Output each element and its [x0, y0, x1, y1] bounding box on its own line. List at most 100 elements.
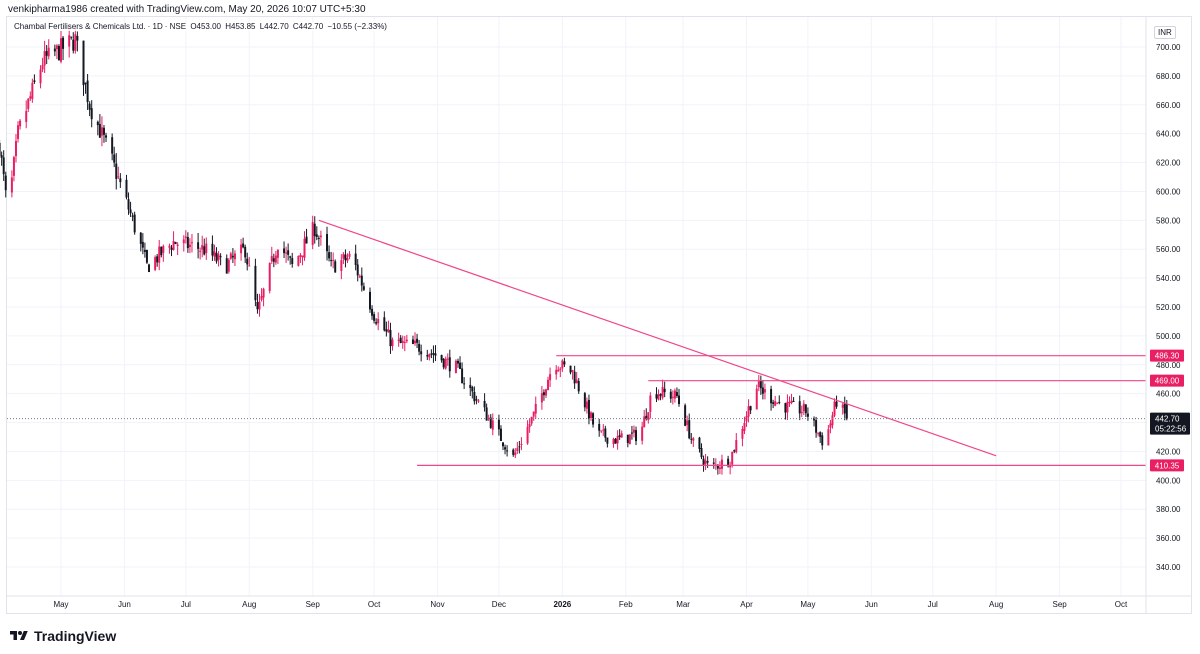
candle-body: [635, 430, 638, 442]
candle-body: [547, 379, 550, 391]
candle-body: [86, 80, 89, 103]
last-price-tag: [1150, 412, 1190, 435]
candle-body: [506, 450, 509, 452]
candle-body: [569, 365, 572, 373]
candle-body: [172, 240, 175, 250]
candle-body: [68, 35, 71, 47]
symbol-legend[interactable]: Chambal Fertilisers & Chemicals Ltd. · 1D…: [12, 22, 391, 31]
candle-body: [448, 357, 451, 372]
candle-body: [774, 401, 777, 406]
candle-body: [469, 384, 472, 388]
candle-body: [84, 82, 87, 84]
candle-body: [391, 339, 394, 346]
candle-body: [606, 437, 609, 444]
legend-symbol: Chambal Fertilisers & Chemicals Ltd.: [14, 22, 146, 31]
price-axis: 700.00 680.00 660.00 640.00 620.00 600.00 580.…: [1145, 17, 1181, 613]
candle-body: [675, 392, 678, 396]
candle-body: [176, 244, 179, 247]
candle-body: [690, 438, 693, 440]
candle-body: [477, 400, 480, 402]
candle-body: [827, 429, 830, 446]
candle-body: [57, 46, 60, 60]
legend-open: O453.00: [190, 22, 222, 31]
candle-body: [411, 339, 414, 344]
candle-body: [432, 353, 435, 355]
time-axis: May Jun Jul Aug Sep Oct Nov Dec 2026 Feb Mar Apr May…: [7, 595, 1191, 609]
candle-body: [673, 390, 676, 399]
candle-body: [39, 69, 42, 84]
candle-body: [561, 360, 564, 369]
candle-body: [297, 256, 300, 266]
candle-body: [747, 406, 750, 417]
candle-body: [806, 413, 809, 417]
candle-body: [31, 82, 34, 99]
candle-body: [700, 447, 703, 458]
candle-body: [14, 141, 17, 157]
currency-badge[interactable]: INR: [1154, 26, 1176, 39]
drawings: [7, 219, 1146, 466]
candle-body: [843, 403, 846, 414]
candle-body: [43, 51, 46, 66]
candle-body: [354, 253, 357, 265]
candle-body: [299, 254, 302, 257]
y-tick-label: 460.00: [1156, 390, 1181, 399]
candle-body: [817, 433, 820, 435]
candle-body: [518, 446, 521, 448]
candle-body: [520, 444, 523, 446]
y-tick-label: 400.00: [1156, 476, 1181, 485]
candle-body: [456, 360, 459, 364]
candle-body: [497, 419, 500, 430]
candle-body: [444, 358, 447, 369]
candle-body: [761, 387, 764, 394]
candle-body: [602, 429, 605, 431]
x-tick-label: Jul: [928, 600, 938, 609]
candle-body: [389, 330, 392, 347]
candle-body: [403, 341, 406, 343]
descending-trendline[interactable]: [318, 219, 997, 457]
x-tick-label: 2026: [553, 600, 571, 609]
candle-body: [346, 258, 349, 261]
candle-body: [360, 275, 363, 286]
candle-body: [287, 250, 290, 255]
candle-body: [612, 438, 615, 445]
candle-body: [735, 440, 738, 453]
candle-body: [743, 423, 746, 431]
tradingview-footer[interactable]: TradingView: [8, 626, 116, 646]
candle-body: [632, 429, 635, 433]
candle-body: [289, 256, 292, 258]
candle-body: [242, 243, 245, 248]
candle-body: [227, 259, 230, 272]
candle-body: [397, 339, 400, 341]
candle-body: [784, 403, 787, 413]
candle-body: [502, 442, 505, 447]
candle-body: [440, 355, 443, 361]
level-price-tag: [1150, 374, 1184, 387]
candle-body: [174, 241, 177, 245]
candle-body: [377, 318, 380, 324]
candle-body: [262, 288, 265, 298]
candle-body: [133, 214, 136, 233]
candle-body: [763, 389, 766, 393]
candle-body: [375, 322, 378, 324]
candle-body: [645, 415, 648, 419]
x-tick-label: Oct: [368, 600, 381, 609]
candle-body: [285, 252, 288, 254]
candle-body: [590, 412, 592, 418]
candle-body: [260, 295, 263, 300]
candle-body: [800, 411, 803, 414]
candle-body: [835, 401, 838, 407]
candle-body: [686, 420, 689, 425]
candle-body: [342, 254, 345, 259]
last-price-label: 442.70: [1155, 415, 1180, 424]
candle-body: [475, 399, 478, 401]
y-tick-label: 700.00: [1156, 43, 1181, 52]
legend-change: −10.55 (−2.33%): [327, 22, 387, 31]
candle-body: [399, 337, 402, 343]
candle-body: [96, 121, 99, 126]
candle-body: [113, 154, 116, 163]
candle-body: [10, 177, 13, 193]
candle-body: [532, 411, 535, 417]
candle-body: [27, 98, 30, 109]
candle-body: [276, 249, 279, 258]
